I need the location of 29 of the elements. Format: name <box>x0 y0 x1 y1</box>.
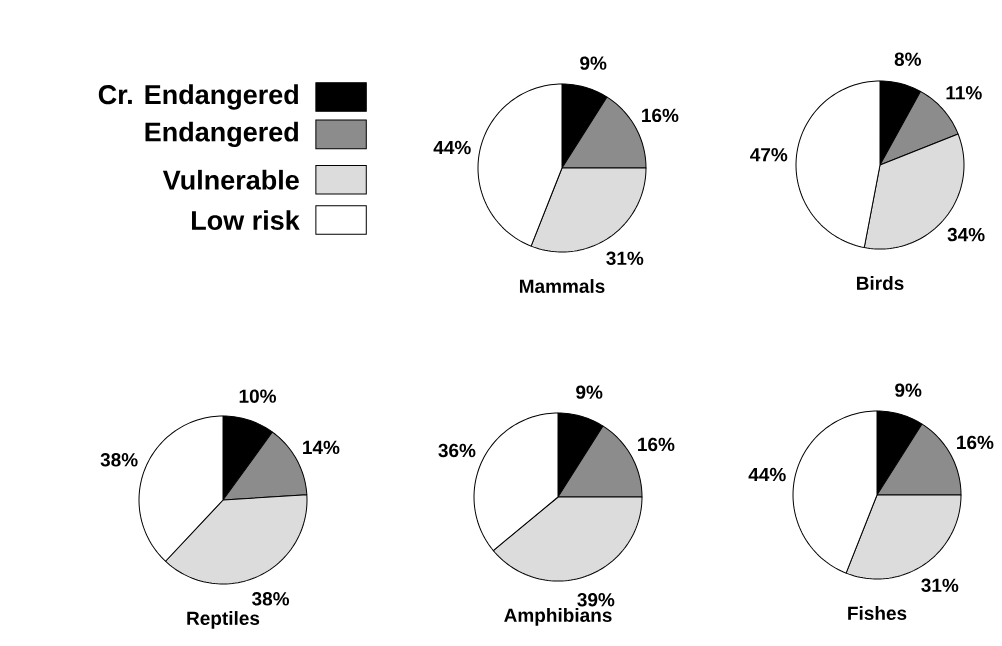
data-label: 44% <box>433 140 471 155</box>
legend-label: Cr. Endangered <box>98 84 298 110</box>
data-label: 10% <box>239 389 277 403</box>
data-label: 9% <box>580 56 607 70</box>
data-label: 38% <box>252 592 290 606</box>
data-label: 16% <box>638 437 675 452</box>
data-label: 47% <box>750 148 788 162</box>
text: Mammals <box>519 279 605 294</box>
data-label: 16% <box>957 435 994 450</box>
data-label: 16% <box>642 108 679 123</box>
data-label: 11% <box>946 86 982 100</box>
legend-label: Endangered <box>145 121 298 148</box>
data-label: 8% <box>894 52 922 66</box>
data-label: 36% <box>438 443 476 458</box>
data-label: 14% <box>303 440 340 455</box>
legend-label: Low risk <box>192 210 300 230</box>
data-label: 9% <box>895 383 922 397</box>
text: Reptiles <box>187 611 260 629</box>
data-label: 31% <box>921 578 959 593</box>
data-label: 38% <box>100 453 138 467</box>
data-label: 31% <box>606 251 644 266</box>
text: Amphibians <box>504 608 612 626</box>
legend-label: Vulnerable <box>162 169 299 190</box>
data-label: 44% <box>748 467 786 482</box>
data-label: 9% <box>576 385 603 399</box>
text: Birds <box>856 276 904 291</box>
data-label: 34% <box>947 227 985 242</box>
text: Fishes <box>848 606 907 621</box>
data-label: 39% <box>577 593 615 607</box>
